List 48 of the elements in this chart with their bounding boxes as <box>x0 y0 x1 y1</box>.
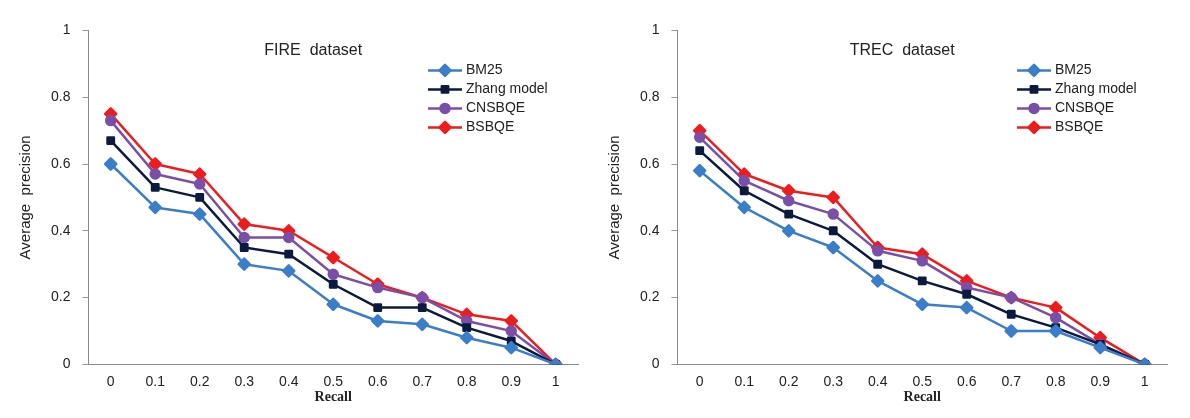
text: FIRE dataset <box>264 40 363 58</box>
y-tick-label: 0.4 <box>639 221 660 238</box>
x-tick-label: 0.4 <box>278 372 299 389</box>
y-tick-label: 0.8 <box>50 88 71 105</box>
x-tick-label: 0.1 <box>734 372 755 389</box>
y-tick-label: 0.4 <box>50 221 71 238</box>
x-tick-label: 0.8 <box>457 372 477 389</box>
x-tick-label: 1 <box>1140 372 1149 389</box>
x-tick-label: 0.9 <box>501 372 522 389</box>
x-tick-label: 0.2 <box>189 372 210 389</box>
legend-label: Zhang model <box>466 80 548 97</box>
x-tick-label: 0.6 <box>368 372 388 389</box>
y-tick-label: 0.6 <box>639 154 660 171</box>
x-tick-label: 0.7 <box>412 372 433 389</box>
y-axis-title: Average precision <box>16 135 34 260</box>
x-tick-label: 0.5 <box>323 372 344 389</box>
y-axis-title: Average precision <box>605 135 623 260</box>
x-tick-label: 0.5 <box>912 372 933 389</box>
x-tick-label: 0.3 <box>823 372 844 389</box>
x-axis-title: Recall <box>903 389 941 405</box>
y-tick-label: 1 <box>62 21 71 38</box>
x-tick-label: 0 <box>695 372 704 389</box>
y-tick-label: 0 <box>651 355 660 372</box>
legend-label: Zhang model <box>1055 80 1137 97</box>
legend-label: CNSBQE <box>466 99 526 116</box>
x-tick-label: 0.2 <box>778 372 799 389</box>
y-tick-label: 0.8 <box>639 88 660 105</box>
y-tick-label: 1 <box>651 21 660 38</box>
x-tick-label: 0.1 <box>145 372 166 389</box>
y-tick-label: 0.2 <box>50 288 71 305</box>
x-tick-label: 0.8 <box>1046 372 1066 389</box>
x-tick-label: 1 <box>551 372 560 389</box>
legend-label: BSBQE <box>1055 118 1104 135</box>
x-tick-label: 0.7 <box>1001 372 1022 389</box>
legend-label: CNSBQE <box>1055 99 1115 116</box>
legend-label: BM25 <box>1055 61 1092 78</box>
x-tick-label: 0.9 <box>1090 372 1111 389</box>
x-tick-label: 0.4 <box>867 372 888 389</box>
x-tick-label: 0 <box>106 372 115 389</box>
legend-label: BM25 <box>466 61 503 78</box>
x-axis-title: Recall <box>314 389 352 405</box>
x-tick-label: 0.6 <box>957 372 977 389</box>
y-tick-label: 0 <box>62 355 71 372</box>
y-tick-label: 0.2 <box>639 288 660 305</box>
x-tick-label: 0.3 <box>234 372 255 389</box>
text: TREC dataset <box>849 40 956 58</box>
legend-label: BSBQE <box>466 118 515 135</box>
y-tick-label: 0.6 <box>50 154 71 171</box>
